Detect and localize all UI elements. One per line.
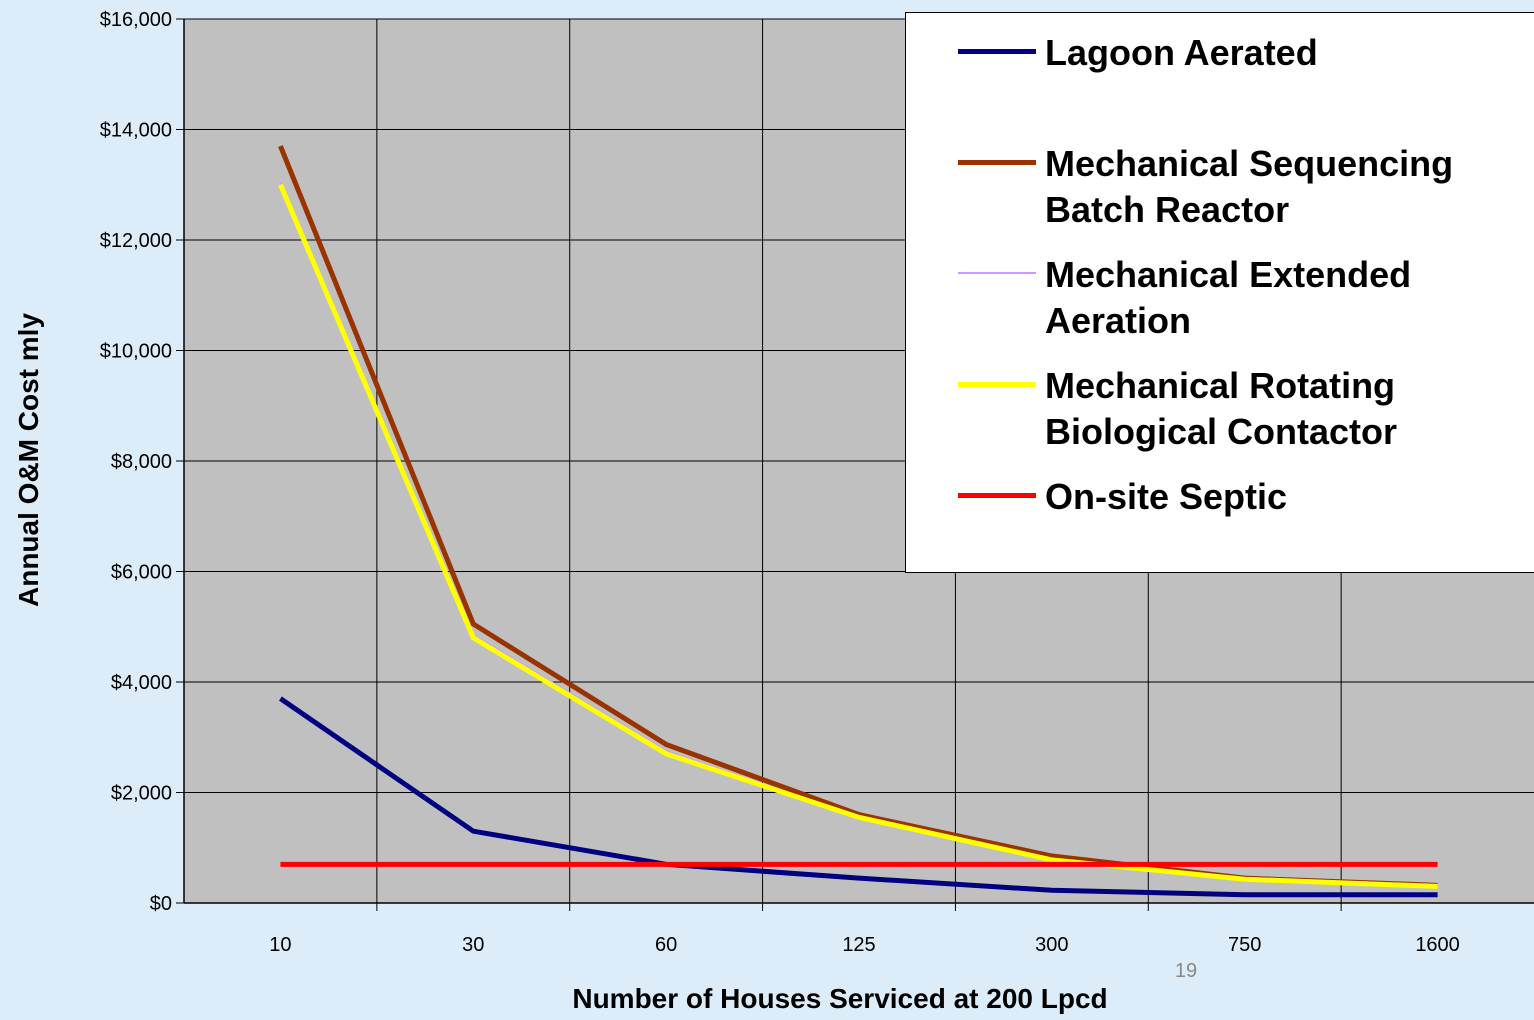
legend-entry: Lagoon Aerated	[906, 30, 1534, 141]
legend-label: Lagoon Aerated	[1045, 32, 1318, 73]
x-tick-label: 300	[1035, 934, 1068, 956]
legend-swatch	[958, 48, 1036, 54]
y-tick-label: $4,000	[111, 672, 172, 694]
y-tick-label: $12,000	[100, 230, 172, 252]
legend-entry: Mechanical Sequencing Batch Reactor	[906, 141, 1534, 252]
legend-swatch	[958, 492, 1036, 498]
x-tick-label: 1600	[1415, 934, 1460, 956]
y-tick-label: $6,000	[111, 562, 172, 584]
y-tick-label: $8,000	[111, 451, 172, 473]
x-tick-label: 125	[842, 934, 875, 956]
legend-swatch	[958, 272, 1036, 274]
legend-entry: On-site Septic	[906, 474, 1534, 585]
legend-label: Mechanical Sequencing Batch Reactor	[1045, 143, 1454, 230]
series-line	[278, 183, 1438, 889]
x-axis-title: Number of Houses Serviced at 200 Lpcd	[572, 983, 1107, 1014]
legend-swatch	[958, 381, 1036, 387]
y-tick-label: $0	[150, 893, 172, 915]
x-tick-label: 30	[462, 934, 484, 956]
legend-swatch	[958, 159, 1036, 165]
legend-label: Mechanical Rotating Biological Contactor	[1045, 365, 1398, 452]
x-tick-label: 750	[1228, 934, 1261, 956]
y-tick-label: $14,000	[100, 120, 172, 142]
x-tick-label: 10	[269, 934, 291, 956]
legend: Lagoon Aerated Mechanical Sequencing Batc…	[905, 12, 1534, 573]
legend-label: On-site Septic	[1045, 476, 1288, 517]
x-tick-label: 60	[655, 934, 677, 956]
y-axis-title: Annual O&M Cost mly	[13, 313, 44, 607]
page-number: 19	[1175, 960, 1197, 982]
y-tick-label: $10,000	[100, 341, 172, 363]
legend-label: Mechanical Extended Aeration	[1045, 254, 1412, 341]
y-tick-label: $2,000	[111, 783, 172, 805]
legend-entry: Mechanical Extended Aeration	[906, 252, 1534, 363]
y-tick-label: $16,000	[100, 9, 172, 31]
series-line	[279, 696, 1438, 898]
legend-entry: Mechanical Rotating Biological Contactor	[906, 363, 1534, 474]
